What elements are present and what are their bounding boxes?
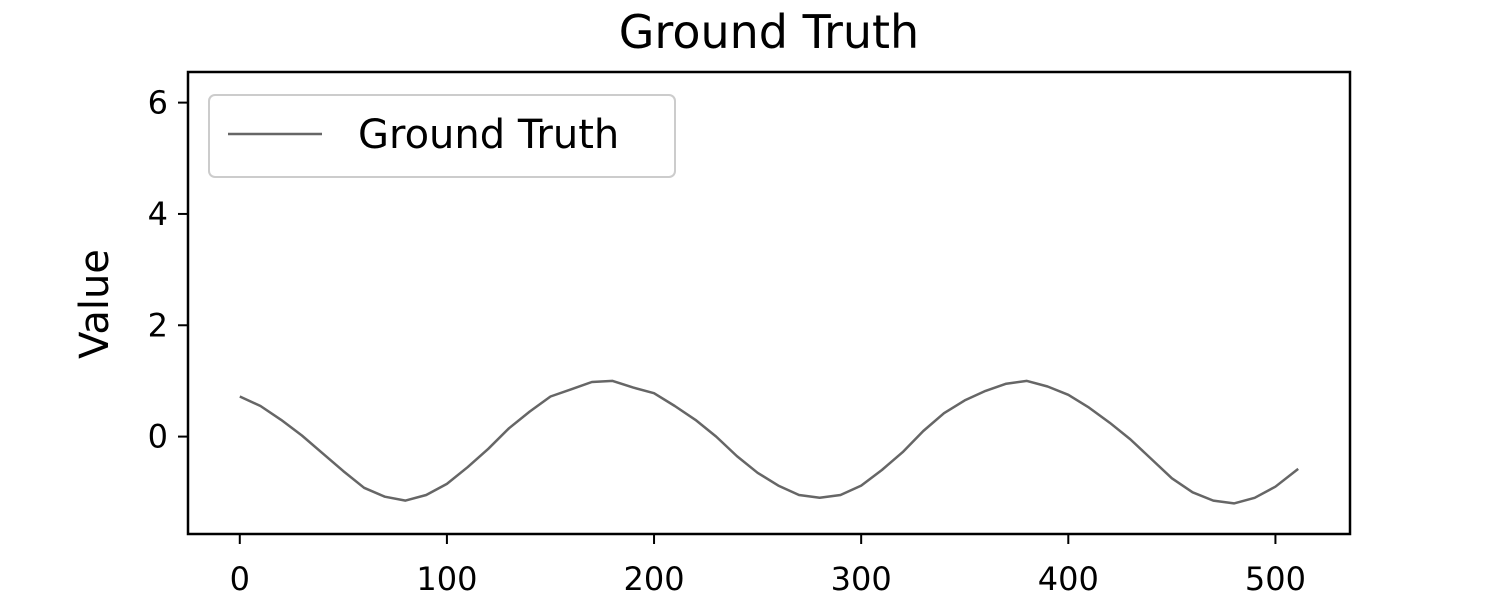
chart-title: Ground Truth	[619, 5, 919, 59]
x-tick-label: 200	[624, 560, 685, 598]
x-tick-label: 0	[230, 560, 250, 598]
legend-box	[208, 94, 676, 178]
axis-ticks: 0 100 200 300 400 500 0 2 4 6	[148, 84, 1306, 598]
x-tick-label: 500	[1245, 560, 1306, 598]
series-layer	[239, 379, 1299, 505]
y-tick-label: 4	[148, 195, 168, 233]
legend-label: Ground Truth	[358, 112, 619, 158]
x-tick-label: 100	[416, 560, 477, 598]
plot-frame	[186, 70, 1352, 536]
x-tick-label: 400	[1038, 560, 1099, 598]
series-line-0	[239, 379, 1299, 505]
legend: Ground Truth	[208, 94, 676, 178]
y-tick-label: 6	[148, 84, 168, 122]
y-tick-label: 0	[148, 418, 168, 456]
y-tick-label: 2	[148, 306, 168, 344]
x-tick-label: 300	[831, 560, 892, 598]
y-axis-label: Value	[72, 249, 118, 359]
